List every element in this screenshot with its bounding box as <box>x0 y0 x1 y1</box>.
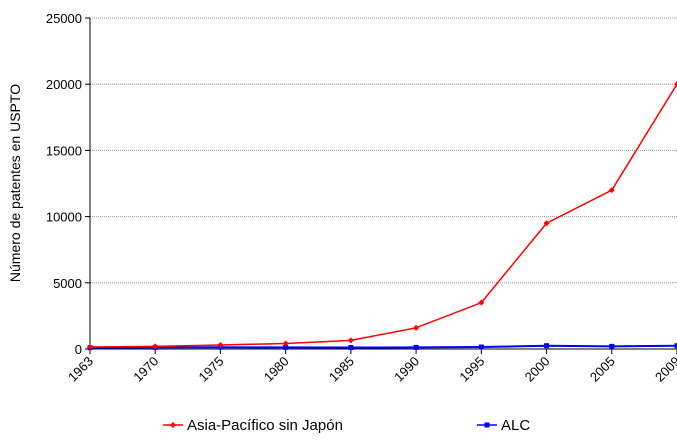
x-tick-label: 1990 <box>391 354 422 385</box>
series-point <box>217 342 224 349</box>
x-tick-label: 1985 <box>326 354 357 385</box>
y-tick-labels: 0 5000 10000 15000 20000 25000 <box>46 11 82 357</box>
y-tick-label: 20000 <box>46 77 82 92</box>
y-tick-label: 10000 <box>46 210 82 225</box>
x-tick-label: 1975 <box>196 354 227 385</box>
legend-label: Asia-Pacífico sin Japón <box>187 417 343 434</box>
series-point <box>544 343 550 349</box>
series-point <box>478 344 484 350</box>
series-point <box>348 345 354 351</box>
x-tick-label: 1995 <box>456 354 487 385</box>
series-line <box>89 83 677 348</box>
series-point <box>282 340 289 347</box>
y-axis-title: Número de patentes en USPTO <box>7 84 23 282</box>
series-point <box>170 422 176 428</box>
series-point <box>413 324 420 331</box>
series-point <box>87 344 93 351</box>
y-tick-label: 25000 <box>46 11 82 26</box>
x-tick-label: 1980 <box>261 354 292 385</box>
legend: Asia-Pacífico sin Japón ALC <box>163 417 530 434</box>
series-point <box>484 422 490 428</box>
series-asia-pacifico <box>87 81 677 351</box>
gridlines <box>90 17 677 284</box>
axes <box>85 17 677 354</box>
x-tick-label: 1970 <box>130 354 161 385</box>
x-tick-labels: 1963 1970 1975 1980 1985 1990 1995 2000 2005 2009 <box>65 354 677 385</box>
legend-item: Asia-Pacífico sin Japón <box>163 417 343 434</box>
series-point <box>347 337 354 344</box>
x-tick-label: 2009 <box>652 354 677 385</box>
x-tick-label: 2005 <box>587 354 618 385</box>
series-point <box>543 220 550 227</box>
series-point <box>674 343 677 349</box>
series-point <box>413 344 419 350</box>
series-point <box>478 299 485 306</box>
series-line <box>89 344 677 349</box>
series-point <box>283 344 289 350</box>
series-point <box>608 187 615 194</box>
y-tick-label: 15000 <box>46 143 82 158</box>
y-tick-label: 5000 <box>53 276 82 291</box>
y-tick-label: 0 <box>75 342 82 357</box>
series-point <box>609 343 615 349</box>
series-group <box>87 81 677 351</box>
x-tick-label: 2000 <box>522 354 553 385</box>
legend-item: ALC <box>477 417 530 434</box>
x-tick-label: 1963 <box>65 354 96 385</box>
series-point <box>152 343 159 350</box>
series-point <box>674 81 677 88</box>
legend-label: ALC <box>501 417 530 434</box>
